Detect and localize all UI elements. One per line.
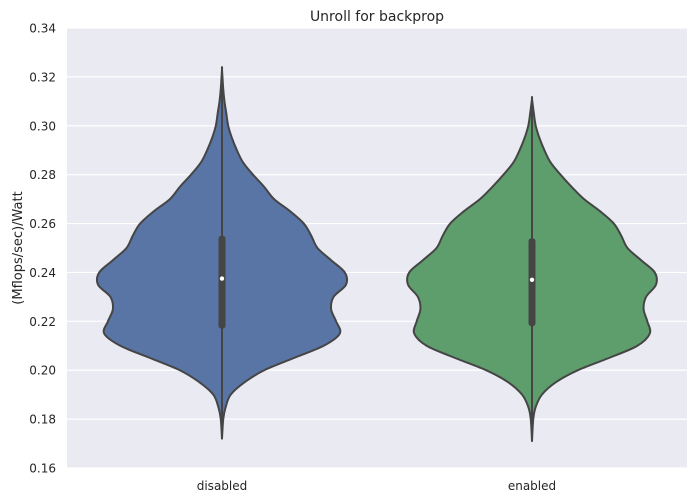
y-tick-label: 0.22 xyxy=(29,315,56,329)
x-tick-label: disabled xyxy=(197,479,248,493)
violins xyxy=(95,66,658,443)
violin-iqr-box-enabled xyxy=(528,238,536,327)
violin-median-disabled xyxy=(219,276,225,281)
violin-median-enabled xyxy=(529,277,535,282)
y-tick-label: 0.34 xyxy=(29,22,56,36)
y-tick-label: 0.32 xyxy=(29,70,56,84)
y-tick-label: 0.26 xyxy=(29,217,56,231)
x-tick-labels: disabled enabled xyxy=(197,479,556,493)
violin-iqr-box-disabled xyxy=(218,235,226,329)
y-tick-label: 0.30 xyxy=(29,119,56,133)
x-tick-label: enabled xyxy=(508,479,556,493)
grid-lines xyxy=(67,27,687,469)
y-tick-labels: 0.16 0.18 0.20 0.22 0.24 0.26 0.28 0.30 0.32 0.34 xyxy=(29,22,56,476)
y-tick-label: 0.28 xyxy=(29,168,56,182)
y-tick-label: 0.16 xyxy=(29,462,56,476)
y-tick-label: 0.18 xyxy=(29,413,56,427)
chart-title: Unroll for backprop xyxy=(310,9,444,25)
y-tick-label: 0.24 xyxy=(29,266,56,280)
y-axis-label: (Mflops/sec)/Watt xyxy=(11,191,26,304)
y-tick-label: 0.20 xyxy=(29,364,56,378)
